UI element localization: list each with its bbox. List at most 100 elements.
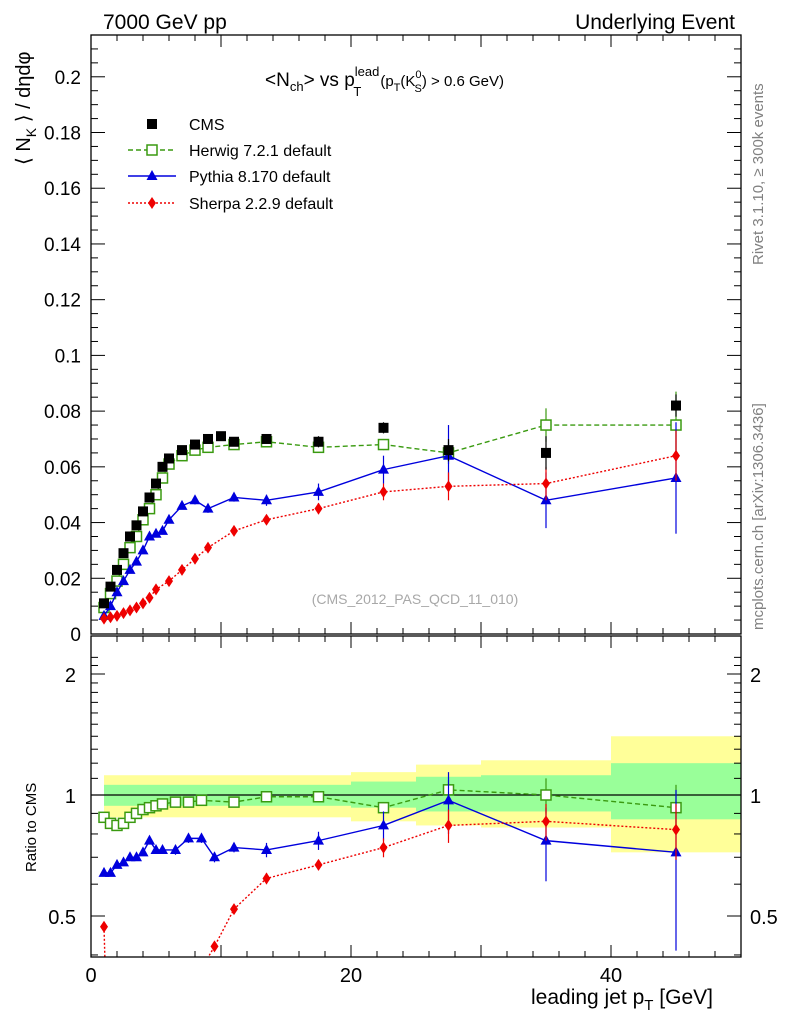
- main-pythia-8-170-default-point: [378, 463, 389, 474]
- ratio-pythia-8-170-default-point: [157, 843, 168, 854]
- main-herwig-7-2-1-default-point: [156, 472, 169, 484]
- main-pythia-8-170-default-point: [144, 530, 155, 541]
- ratio-sherpa-2-2-9-default-point: [379, 841, 388, 854]
- ratio-y-tick-label: 0.5: [48, 907, 76, 929]
- main-pythia-8-170-default-point: [111, 586, 123, 597]
- main-sherpa-2-2-9-default-point: [152, 583, 160, 596]
- main-herwig-7-2-1-default-point: [377, 438, 390, 451]
- main-sherpa-2-2-9-default-point: [126, 604, 134, 617]
- legend-label-cms: CMS: [189, 117, 225, 134]
- main-cms-point: [190, 439, 200, 450]
- ratio-pythia-8-170-default-point: [228, 841, 240, 852]
- main-pythia-8-170-default-point: [202, 502, 214, 513]
- y-tick-label: 0.2: [55, 68, 81, 89]
- ratio-sherpa-2-2-9-default-point: [444, 819, 453, 832]
- x-tick-label: 0: [85, 965, 96, 987]
- main-cms-point: [144, 492, 155, 503]
- main-cms-point: [105, 581, 116, 592]
- main-cms-point: [112, 564, 122, 575]
- main-cms-point: [671, 400, 681, 411]
- y-tick-label: 0.16: [44, 179, 81, 200]
- ratio-sherpa-2-2-9-default-point: [542, 815, 550, 828]
- ratio-pythia-8-170-default-point: [443, 794, 454, 805]
- main-cms-point: [203, 433, 213, 444]
- legend-marker-pythia-8-170-default: [146, 170, 158, 180]
- header-right-label: Underlying Event: [575, 11, 735, 34]
- main-sherpa-2-2-9-default-point: [230, 524, 238, 537]
- main-cms-point: [138, 506, 148, 517]
- ratio-y-tick-label-right: 0.5: [750, 907, 778, 929]
- main-sherpa-2-2-9-default-point: [165, 575, 173, 588]
- main-cms-point: [443, 445, 454, 456]
- legend-marker-cms: [147, 119, 157, 129]
- ratio-pythia-8-170-default-point: [209, 851, 220, 862]
- ratio-herwig-7-2-1-default-point: [540, 789, 552, 801]
- main-cms-point: [131, 520, 142, 531]
- ratio-herwig-7-2-1-default-point: [182, 796, 195, 808]
- main-cms-point: [164, 453, 174, 464]
- y-tick-label: 0.18: [44, 124, 81, 145]
- main-panel-frame: [90, 34, 742, 635]
- main-pythia-8-170-default-point: [261, 494, 272, 505]
- main-cms-point: [125, 531, 135, 542]
- main-sherpa-2-2-9-default-point: [262, 513, 271, 526]
- main-sherpa-2-2-9-default-point: [132, 601, 141, 614]
- ratio-pythia-8-170-default-point: [118, 856, 129, 867]
- main-sherpa-2-2-9-default-point: [204, 541, 212, 554]
- ratio-pythia-8-170-default-point: [183, 832, 194, 843]
- ratio-pythia-8-170-default-point: [137, 846, 149, 857]
- main-cms-point: [216, 431, 226, 442]
- main-sherpa-2-2-9-default-point: [672, 449, 680, 462]
- ratio-y-tick-label: 1: [65, 786, 76, 808]
- main-sherpa-2-2-9-default-point: [191, 552, 199, 565]
- y-tick-label: 0.12: [44, 291, 81, 312]
- rivet-label: Rivet 3.1.10, ≥ 300k events: [750, 83, 767, 265]
- legend-label-herwig-7-2-1-default: Herwig 7.2.1 default: [189, 143, 332, 160]
- ratio-herwig-7-2-1-default-point: [260, 791, 273, 803]
- ratio-sherpa-2-2-9-default-point: [672, 823, 680, 836]
- ratio-pythia-8-170-default-point: [111, 858, 123, 869]
- ratio-herwig-7-2-1-default-point: [169, 796, 182, 808]
- y-tick-label: 0.02: [44, 569, 81, 590]
- y-tick-label: 0.04: [44, 514, 81, 535]
- ratio-herwig-7-2-1-default-point: [195, 794, 208, 807]
- main-pythia-8-170-default-point: [176, 499, 188, 510]
- ratio-herwig-7-2-1-default-point: [98, 811, 110, 824]
- main-cms-point: [229, 436, 239, 447]
- ratio-plot-data: [98, 772, 682, 957]
- main-pythia-8-170-default-point: [157, 524, 168, 535]
- main-cms-point: [261, 433, 272, 444]
- main-sherpa-2-2-9-default-point: [113, 609, 121, 622]
- ratio-y-tick-label-right: 2: [750, 665, 761, 687]
- main-sherpa-2-2-9-default-point: [106, 611, 115, 624]
- main-sherpa-2-2-9-default-point: [379, 485, 388, 498]
- ratio-herwig-7-2-1-default-point: [228, 796, 240, 808]
- ratio-pythia-8-170-default-point: [170, 843, 181, 854]
- main-herwig-7-2-1-default-point: [540, 419, 552, 431]
- ratio-sherpa-2-2-9-default-point: [100, 920, 108, 933]
- main-plot-data: [98, 391, 682, 625]
- main-cms-point: [177, 445, 187, 456]
- main-pythia-8-170-default-point: [313, 485, 324, 496]
- ratio-pythia-8-170-default-point: [144, 834, 155, 845]
- ratio-sherpa-2-2-9-default-point: [314, 858, 323, 871]
- legend-marker-herwig-7-2-1-default: [146, 144, 158, 156]
- main-cms-point: [99, 598, 109, 609]
- ratio-y-tick-label-right: 1: [750, 786, 761, 808]
- analysis-watermark: (CMS_2012_PAS_QCD_11_010): [312, 591, 519, 607]
- ratio-sherpa-2-2-9-default-point: [262, 872, 271, 885]
- main-cms-point: [151, 478, 161, 489]
- main-pythia-8-170-default-point: [163, 513, 175, 524]
- ratio-herwig-7-2-1-default-point: [312, 791, 325, 803]
- y-tick-label: 0.1: [55, 346, 81, 367]
- ratio-pythia-8-170-default-point: [196, 832, 207, 843]
- legend-marker-sherpa-2-2-9-default: [148, 197, 156, 209]
- y-tick-label: 0.14: [44, 235, 81, 256]
- x-tick-label: 40: [600, 965, 622, 987]
- main-sherpa-2-2-9-default-point: [542, 477, 550, 490]
- ratio-y-axis-label: Ratio to CMS: [23, 783, 40, 872]
- main-sherpa-2-2-9-default-point: [314, 502, 323, 515]
- legend: CMS Herwig 7.2.1 default Pythia 8.170 defa…: [128, 117, 334, 213]
- y-tick-label: 0.06: [44, 458, 81, 479]
- legend-label-pythia-8-170-default: Pythia 8.170 default: [189, 169, 331, 186]
